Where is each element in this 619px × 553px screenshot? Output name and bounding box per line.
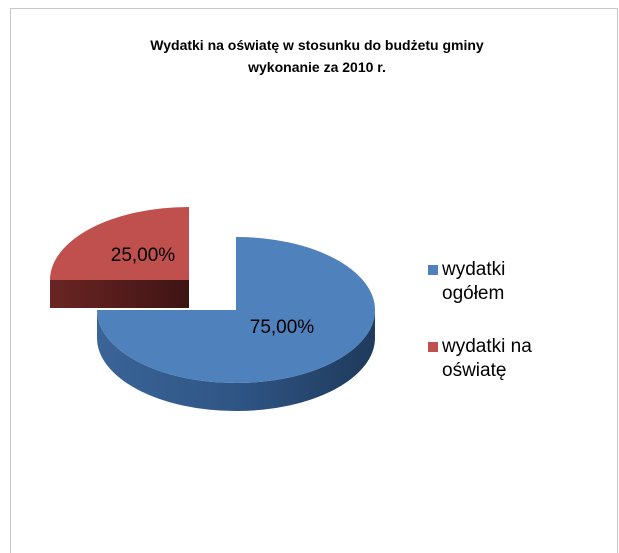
slice-face xyxy=(50,280,189,308)
data-labels: 25,00% 75,00% xyxy=(111,245,315,338)
legend-item: wydatki na oświatę xyxy=(428,335,598,383)
chart-subtitle: wykonanie za 2010 r. xyxy=(247,59,386,75)
legend-item: wydatki ogółem xyxy=(428,258,598,306)
data-label: 25,00% xyxy=(111,245,176,266)
pie xyxy=(50,207,375,411)
legend-label: wydatki na oświatę xyxy=(442,336,532,381)
legend-swatch xyxy=(428,265,438,275)
slice-side xyxy=(97,310,375,411)
slice-top xyxy=(50,207,189,280)
legend-swatch xyxy=(428,342,438,352)
legend-label: wydatki ogółem xyxy=(442,259,506,304)
data-label: 75,00% xyxy=(250,317,315,338)
chart-title: Wydatki na oświatę w stosunku do budżetu… xyxy=(150,37,484,53)
slice-top xyxy=(97,237,375,383)
pie-slice xyxy=(97,237,375,411)
pie-slice xyxy=(50,207,189,308)
